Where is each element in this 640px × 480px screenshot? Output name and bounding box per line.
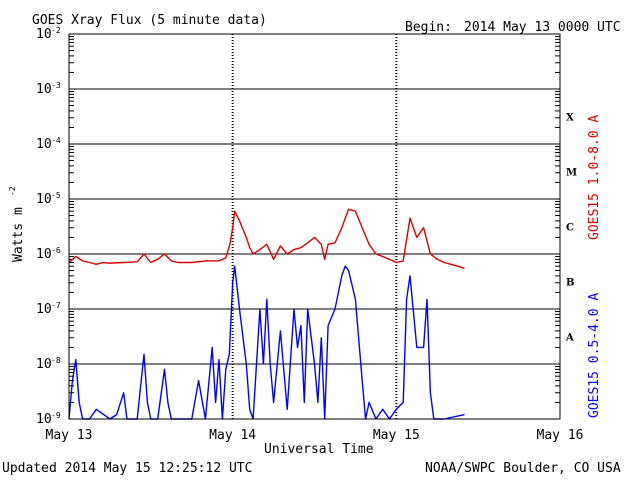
- y-tick-label: 10: [36, 82, 52, 97]
- y-tick-exponent: -3: [51, 81, 61, 90]
- y-tick-exponent: -8: [51, 356, 61, 365]
- flare-class-label: X: [566, 113, 574, 124]
- x-axis-label: Universal Time: [264, 442, 374, 457]
- y-tick-exponent: -4: [51, 136, 61, 145]
- y-axis-label-group: Watts m -2: [8, 186, 26, 262]
- y-tick-label: 10: [36, 137, 52, 152]
- y-axis-label-superscript: -2: [8, 186, 17, 196]
- x-tick-label: May 14: [209, 428, 256, 443]
- y-axis-label: Watts m: [11, 207, 26, 262]
- flare-class-labels: A B C M X: [565, 113, 577, 344]
- y-tick-label: 10: [36, 302, 52, 317]
- y-tick-exponent: -5: [51, 191, 61, 200]
- x-tick-label: May 16: [537, 428, 584, 443]
- y-tick-label: 10: [36, 247, 52, 262]
- y-tick-exponent: -2: [51, 26, 61, 35]
- series-lines: [68, 208, 465, 420]
- y-tick-label: 10: [36, 27, 52, 42]
- y-tick-exponent: -7: [51, 301, 61, 310]
- flare-class-label: A: [565, 333, 574, 344]
- begin-label: Begin:: [405, 20, 452, 35]
- x-axis-tick-labels: May 13 May 14 May 15 May 16: [46, 428, 584, 443]
- begin-value: 2014 May 13 0000 UTC: [464, 20, 621, 35]
- x-tick-label: May 15: [373, 428, 420, 443]
- y-tick-label: 10: [36, 412, 52, 427]
- legend-short: GOES15 0.5-4.0 A: [587, 293, 602, 418]
- credit-text: NOAA/SWPC Boulder, CO USA: [425, 461, 621, 476]
- flare-class-label: B: [566, 278, 574, 289]
- updated-timestamp: Updated 2014 May 15 12:25:12 UTC: [2, 461, 252, 476]
- legend-long-label: GOES15 1.0-8.0 A: [587, 115, 602, 240]
- series-line-1: [68, 265, 465, 420]
- flare-class-label: C: [566, 223, 574, 234]
- y-tick-label: 10: [36, 192, 52, 207]
- y-tick-label: 10: [36, 357, 52, 372]
- flare-class-label: M: [566, 168, 577, 179]
- legend-long: GOES15 1.0-8.0 A: [587, 115, 602, 240]
- legend-short-label: GOES15 0.5-4.0 A: [587, 293, 602, 418]
- y-tick-exponent: -6: [51, 246, 61, 255]
- series-line-0: [68, 208, 465, 269]
- y-axis-tick-labels: 10-910-810-710-610-510-410-310-2: [36, 26, 61, 427]
- x-tick-label: May 13: [46, 428, 93, 443]
- plot-frame: [68, 33, 561, 420]
- chart-title: GOES Xray Flux (5 minute data): [32, 13, 267, 28]
- y-tick-exponent: -9: [51, 411, 61, 420]
